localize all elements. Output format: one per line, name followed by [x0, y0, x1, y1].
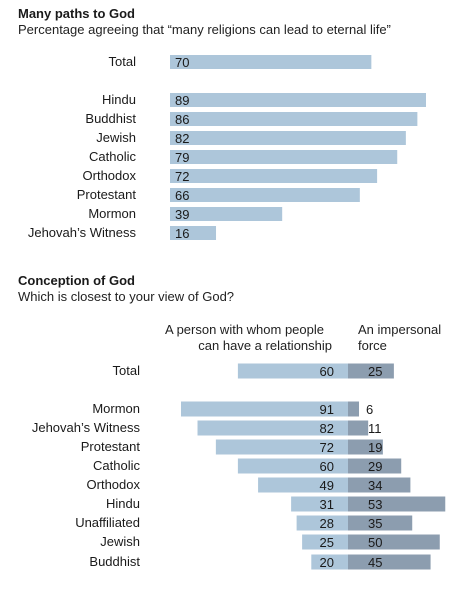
data-label: 70: [175, 55, 189, 70]
bar-relationship: [237, 458, 348, 474]
chart2-right-header-line1: An impersonal: [358, 322, 442, 337]
bar-impersonal: [348, 401, 360, 417]
category-label: Total: [113, 363, 141, 378]
chart2-right-header: An impersonal force: [358, 322, 441, 354]
chart2-right-header-line2: force: [358, 338, 387, 353]
data-label-relationship: 20: [320, 555, 334, 570]
data-label-impersonal: 50: [368, 535, 382, 550]
bar-impersonal: [348, 458, 402, 474]
category-label: Buddhist: [85, 111, 136, 126]
bar-impersonal: [348, 420, 369, 436]
bar-impersonal: [348, 554, 431, 570]
chart1-subtitle: Percentage agreeing that “many religions…: [18, 22, 391, 37]
bar: [170, 169, 378, 183]
category-label: Catholic: [93, 458, 140, 473]
bar: [170, 226, 217, 240]
chart1-title: Many paths to God: [18, 6, 135, 21]
category-label: Unaffiliated: [75, 515, 140, 530]
bar-impersonal: [348, 496, 446, 512]
data-label-relationship: 91: [320, 402, 334, 417]
category-label: Catholic: [89, 149, 136, 164]
data-label-impersonal: 53: [368, 497, 382, 512]
chart2-subtitle: Which is closest to your view of God?: [18, 289, 235, 304]
data-label-impersonal: 35: [368, 516, 382, 531]
category-label: Hindu: [102, 92, 136, 107]
bar: [170, 93, 426, 107]
data-label-relationship: 28: [320, 516, 334, 531]
data-label-impersonal: 29: [368, 459, 382, 474]
bar-relationship: [302, 534, 348, 550]
category-label: Protestant: [77, 187, 137, 202]
data-label-impersonal: 25: [368, 364, 382, 379]
category-label: Protestant: [81, 439, 141, 454]
category-label: Buddhist: [89, 554, 140, 569]
chart2-left-header: A person with whom people can have a rel…: [165, 322, 345, 354]
data-label-relationship: 60: [320, 364, 334, 379]
category-label: Orthodox: [83, 168, 137, 183]
bar: [170, 131, 406, 145]
category-label: Hindu: [106, 496, 140, 511]
data-label: 39: [175, 207, 189, 222]
category-label: Jewish: [100, 534, 140, 549]
bar-impersonal: [348, 439, 383, 455]
bar-impersonal: [348, 363, 394, 379]
bar-relationship: [311, 554, 348, 570]
chart2-title: Conception of God: [18, 273, 135, 288]
data-label-relationship: 82: [320, 421, 334, 436]
bar-impersonal: [348, 534, 440, 550]
category-label: Orthodox: [87, 477, 141, 492]
chart2-left-header-line2: can have a relationship: [198, 338, 332, 353]
bar-relationship: [291, 496, 348, 512]
data-label-relationship: 25: [320, 535, 334, 550]
data-label-impersonal: 11: [368, 421, 382, 436]
bar: [170, 55, 372, 69]
data-label-relationship: 72: [320, 440, 334, 455]
data-label-impersonal: 45: [368, 555, 382, 570]
data-label-impersonal: 19: [368, 440, 382, 455]
bar-relationship: [197, 420, 348, 436]
bar-relationship: [237, 363, 348, 379]
category-label: Jehovah’s Witness: [28, 225, 137, 240]
bar: [170, 150, 398, 164]
data-label-relationship: 60: [320, 459, 334, 474]
bar-relationship: [215, 439, 348, 455]
bar: [170, 207, 283, 221]
data-label: 16: [175, 226, 189, 241]
category-label: Jewish: [96, 130, 136, 145]
category-label: Mormon: [92, 401, 140, 416]
data-label: 79: [175, 150, 189, 165]
category-label: Jehovah’s Witness: [32, 420, 141, 435]
data-label-impersonal: 6: [366, 402, 373, 417]
bar-relationship: [181, 401, 348, 417]
data-label-relationship: 49: [320, 478, 334, 493]
data-label-impersonal: 34: [368, 478, 382, 493]
bar: [170, 188, 360, 202]
data-label: 82: [175, 131, 189, 146]
bar: [170, 112, 418, 126]
bar-impersonal: [348, 477, 411, 493]
data-label-relationship: 31: [320, 497, 334, 512]
bar-impersonal: [348, 515, 413, 531]
data-label: 89: [175, 93, 189, 108]
data-label: 72: [175, 169, 189, 184]
category-label: Mormon: [88, 206, 136, 221]
bar-relationship: [296, 515, 348, 531]
category-label: Total: [109, 54, 137, 69]
chart2-left-header-line1: A person with whom people: [165, 322, 324, 337]
data-label: 86: [175, 112, 189, 127]
bar-relationship: [258, 477, 348, 493]
data-label: 66: [175, 188, 189, 203]
